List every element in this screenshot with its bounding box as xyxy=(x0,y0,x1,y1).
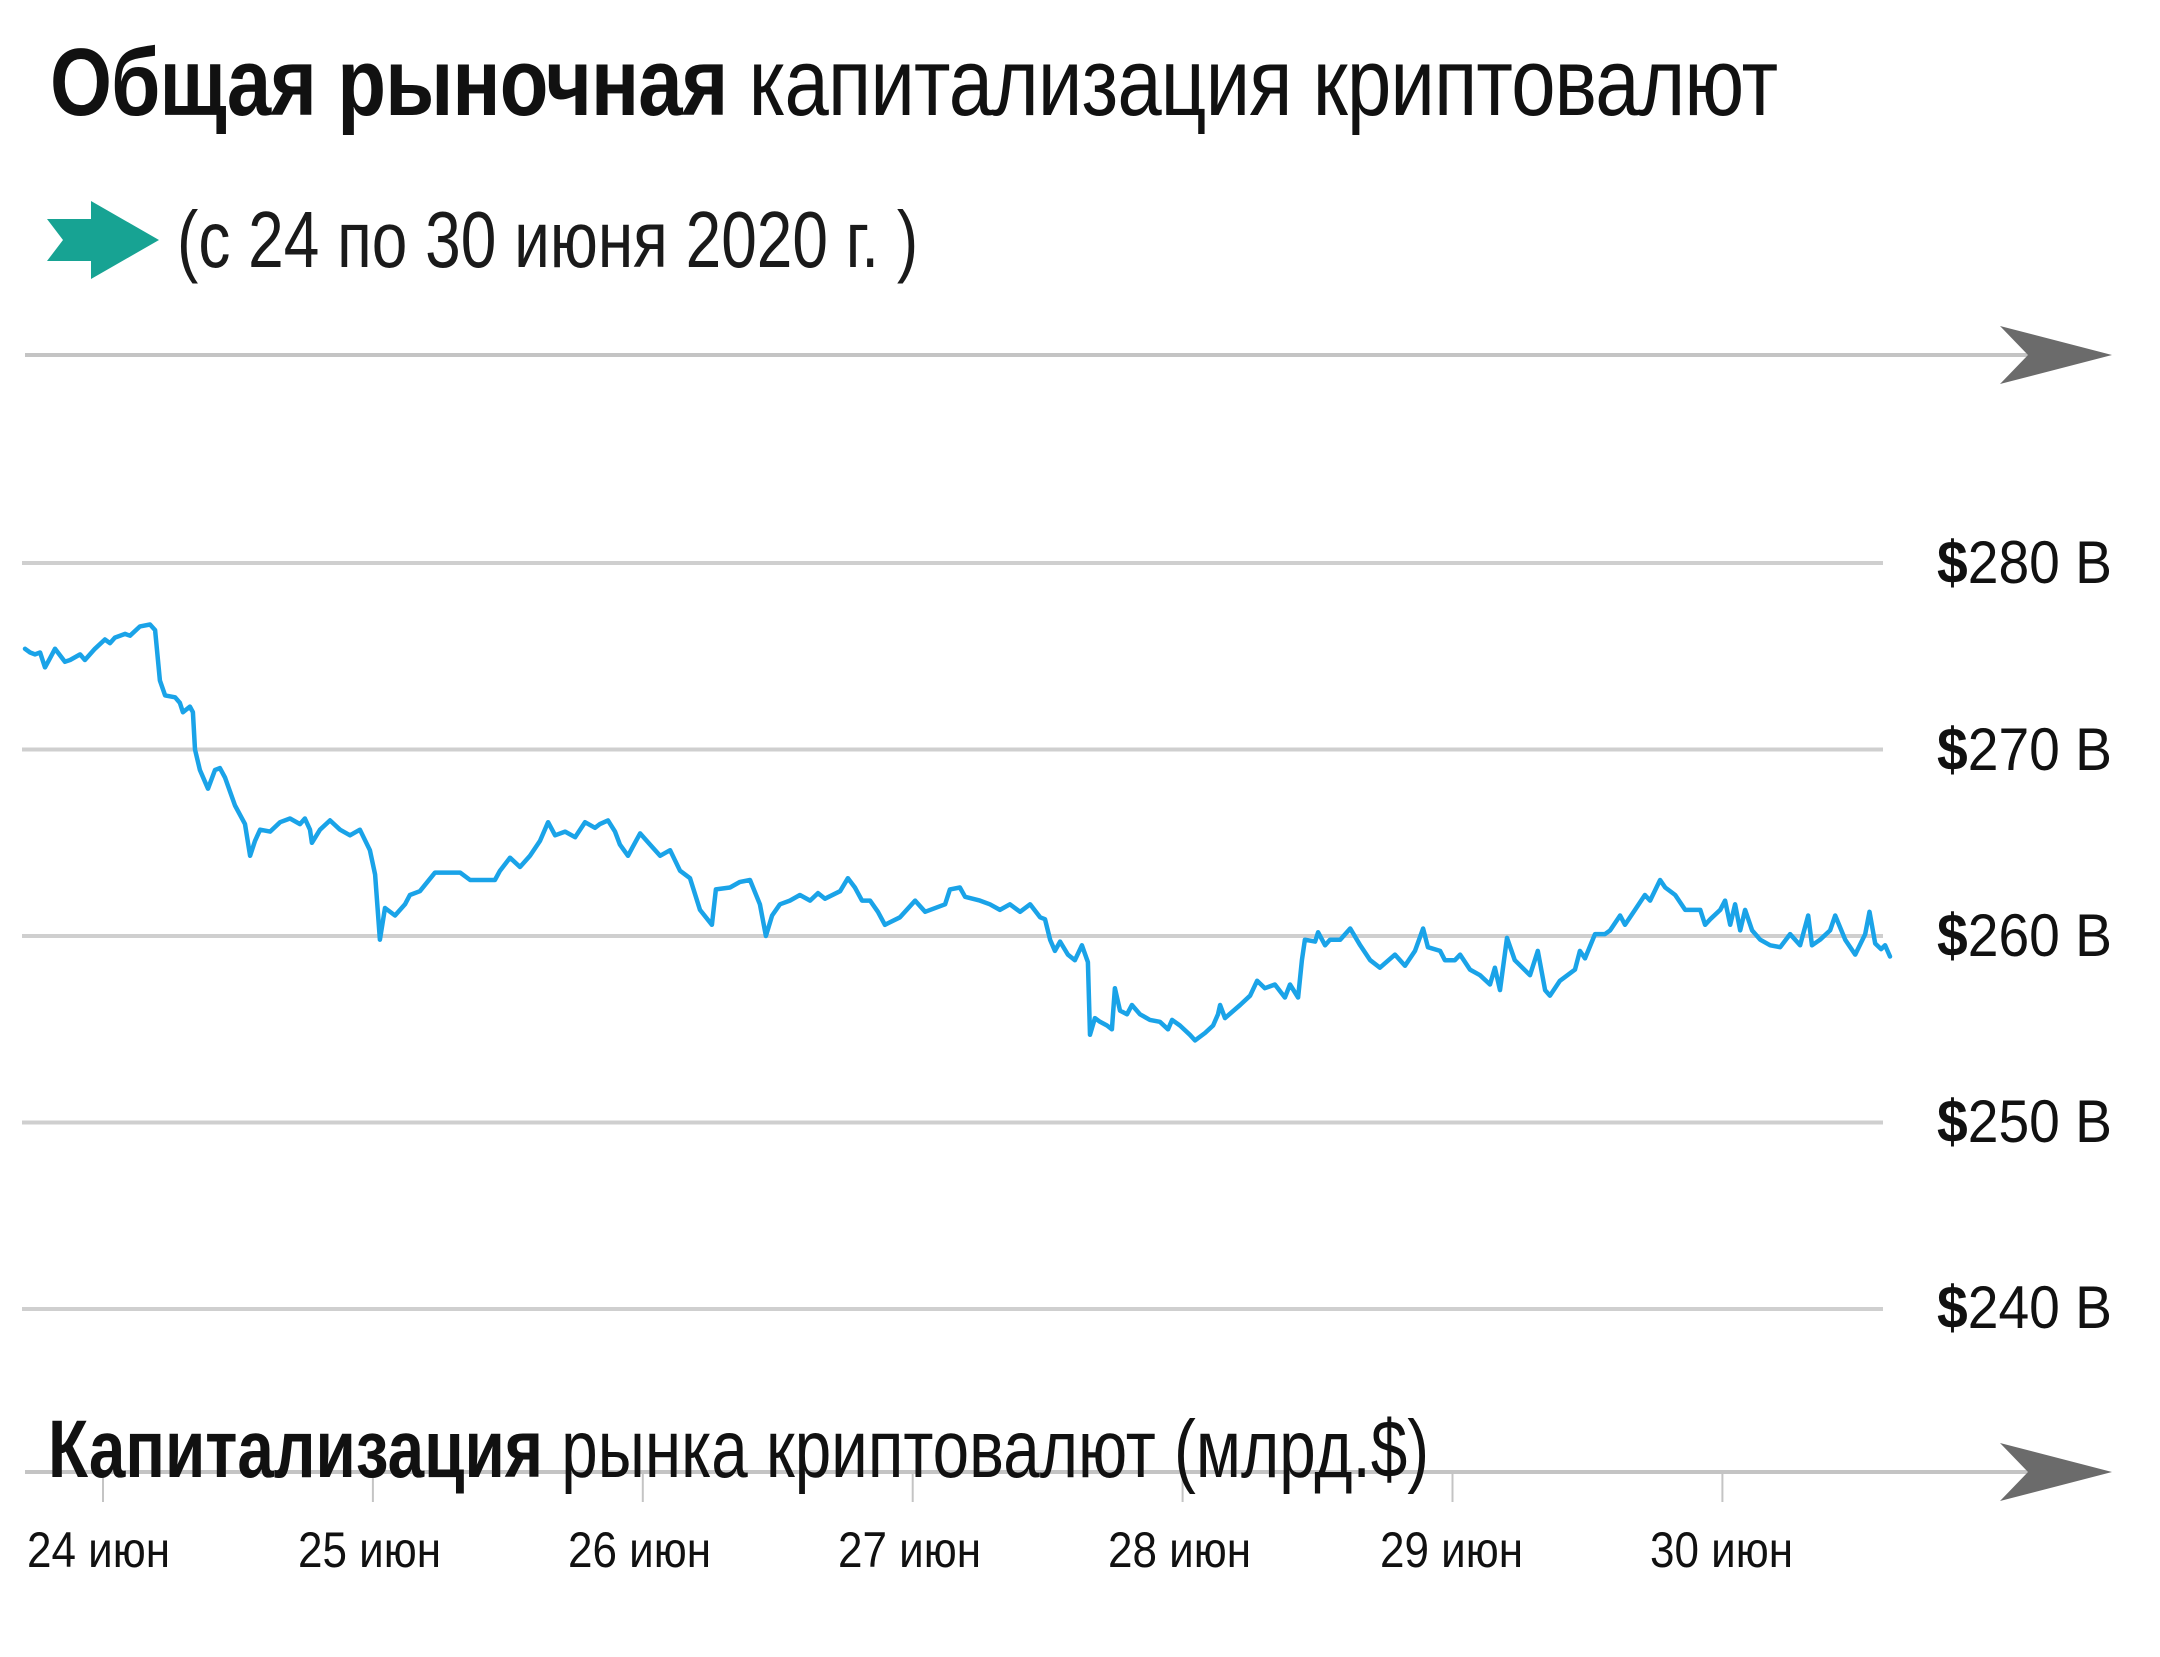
y-label-text: 260 B xyxy=(1967,902,2112,969)
x-axis-title: Капитализация рынка криптовалют (млрд.$) xyxy=(48,1405,1429,1495)
y-label-text: 270 B xyxy=(1967,716,2112,783)
currency-sign: $ xyxy=(1937,529,1968,596)
y-label-280: $280 B xyxy=(1873,533,2112,593)
chart-title-bold: Общая рыночная xyxy=(50,29,728,136)
currency-sign: $ xyxy=(1937,1088,1968,1155)
y-gridlines xyxy=(22,561,1883,1311)
arrow-right-icon xyxy=(47,201,159,279)
x-tick-label: 28 июн xyxy=(1108,1522,1252,1578)
y-label-text: 280 B xyxy=(1967,529,2112,596)
top-rule-arrow xyxy=(25,326,2112,384)
x-axis-title-normal: рынка криптовалют (млрд.$) xyxy=(561,1404,1430,1495)
y-label-250: $250 B xyxy=(1873,1092,2112,1152)
chart-title-light: капитализация криптовалют xyxy=(748,29,1778,136)
x-axis-title-bold: Капитализация xyxy=(48,1404,544,1495)
x-tick-label: 25 июн xyxy=(298,1522,442,1578)
x-tick-label: 26 июн xyxy=(568,1522,712,1578)
y-label-270: $270 B xyxy=(1873,720,2112,780)
chart-subtitle-row: (с 24 по 30 июня 2020 г. ) xyxy=(47,195,1103,285)
currency-sign: $ xyxy=(1937,1274,1968,1341)
chart-title: Общая рыночная капитализация криптовалют xyxy=(50,28,1778,138)
y-label-240: $240 B xyxy=(1873,1278,2112,1338)
currency-sign: $ xyxy=(1937,902,1968,969)
arrow-right-icon xyxy=(2000,326,2112,384)
x-tick-label: 29 июн xyxy=(1380,1522,1524,1578)
x-ticks xyxy=(102,1472,1724,1502)
x-tick-label: 30 июн xyxy=(1650,1522,1794,1578)
chart-subtitle: (с 24 по 30 июня 2020 г. ) xyxy=(177,195,919,284)
y-label-text: 240 B xyxy=(1967,1274,2112,1341)
currency-sign: $ xyxy=(1937,716,1968,783)
x-tick-label: 27 июн xyxy=(838,1522,982,1578)
x-axis xyxy=(25,1443,2112,1501)
y-label-text: 250 B xyxy=(1967,1088,2112,1155)
y-label-260: $260 B xyxy=(1873,906,2112,966)
x-tick-label: 24 июн xyxy=(27,1522,171,1578)
arrow-right-icon xyxy=(2000,1443,2112,1501)
market-cap-line xyxy=(22,622,1893,1043)
